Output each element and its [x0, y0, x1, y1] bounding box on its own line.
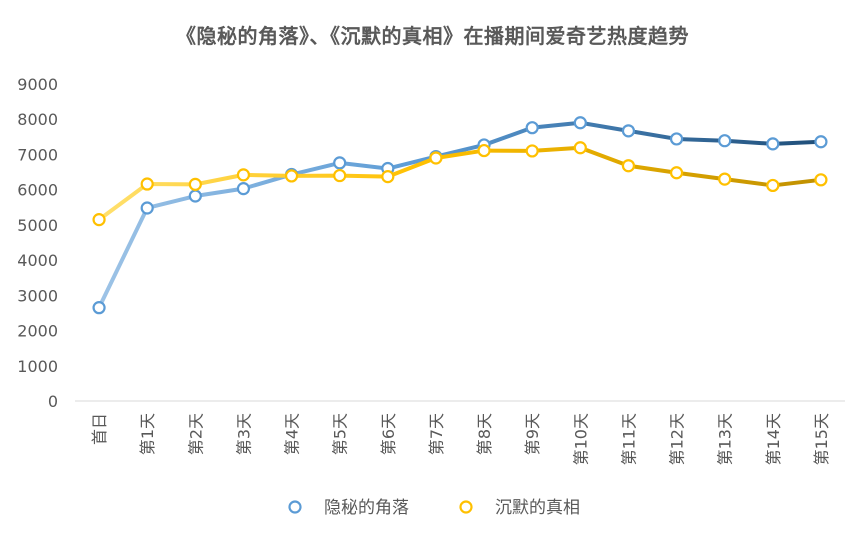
- data-point: [525, 144, 539, 158]
- y-tick-label: 1000: [17, 357, 58, 376]
- x-tick-label: 第9天: [523, 413, 542, 455]
- data-point: [284, 169, 299, 183]
- data-point: [236, 182, 251, 196]
- y-tick-label: 3000: [17, 286, 58, 305]
- y-tick-label: 5000: [17, 216, 58, 235]
- x-tick-label: 第7天: [427, 413, 446, 455]
- data-point: [92, 213, 106, 227]
- data-point: [573, 116, 587, 130]
- data-point: [669, 132, 684, 146]
- x-tick-label: 第11天: [619, 413, 638, 465]
- y-tick-label: 9000: [17, 75, 58, 94]
- x-tick-label: 第3天: [234, 413, 253, 455]
- data-point: [140, 201, 154, 215]
- data-point: [333, 168, 347, 183]
- data-point: [477, 143, 491, 158]
- legend-marker: [459, 500, 473, 514]
- x-tick-label: 第1天: [138, 413, 157, 455]
- data-point: [381, 170, 395, 184]
- series-line: [97, 120, 823, 310]
- data-point: [333, 156, 347, 170]
- x-tick-label: 第13天: [716, 413, 735, 465]
- data-point: [621, 159, 636, 173]
- data-point: [140, 177, 154, 191]
- data-point: [718, 134, 732, 148]
- data-point: [669, 166, 684, 180]
- data-point: [525, 121, 539, 135]
- x-tick-label: 第15天: [812, 413, 831, 465]
- data-point: [766, 178, 780, 193]
- x-tick-label: 第2天: [186, 413, 205, 455]
- chart-title: 《隐秘的角落》、《沉默的真相》在播期间爱奇艺热度趋势: [176, 24, 689, 48]
- y-tick-label: 8000: [17, 110, 58, 129]
- x-tick-label: 第4天: [283, 413, 302, 455]
- data-point: [766, 137, 780, 151]
- data-point: [718, 172, 732, 186]
- legend-label: 沉默的真相: [495, 498, 580, 518]
- x-tick-label: 第8天: [475, 413, 494, 455]
- x-tick-label: 第14天: [764, 413, 783, 465]
- legend-marker: [288, 500, 302, 514]
- data-point: [814, 135, 828, 149]
- x-tick-label: 第12天: [668, 413, 687, 465]
- y-tick-label: 0: [48, 392, 58, 411]
- series-line: [97, 145, 823, 222]
- legend-label: 隐秘的角落: [324, 498, 409, 518]
- data-point: [188, 189, 202, 203]
- data-point: [429, 151, 443, 165]
- x-tick-label: 第6天: [379, 413, 398, 455]
- data-point: [814, 173, 828, 187]
- y-tick-label: 2000: [17, 322, 58, 341]
- data-point: [188, 177, 202, 191]
- data-point: [573, 141, 587, 155]
- x-tick-label: 首日: [90, 413, 109, 445]
- data-point: [92, 301, 106, 315]
- data-point: [236, 168, 251, 182]
- y-tick-label: 7000: [17, 145, 58, 164]
- x-tick-label: 第10天: [571, 413, 590, 465]
- y-tick-label: 6000: [17, 181, 58, 200]
- x-tick-label: 第5天: [331, 413, 350, 455]
- data-point: [621, 124, 636, 138]
- y-tick-label: 4000: [17, 251, 58, 270]
